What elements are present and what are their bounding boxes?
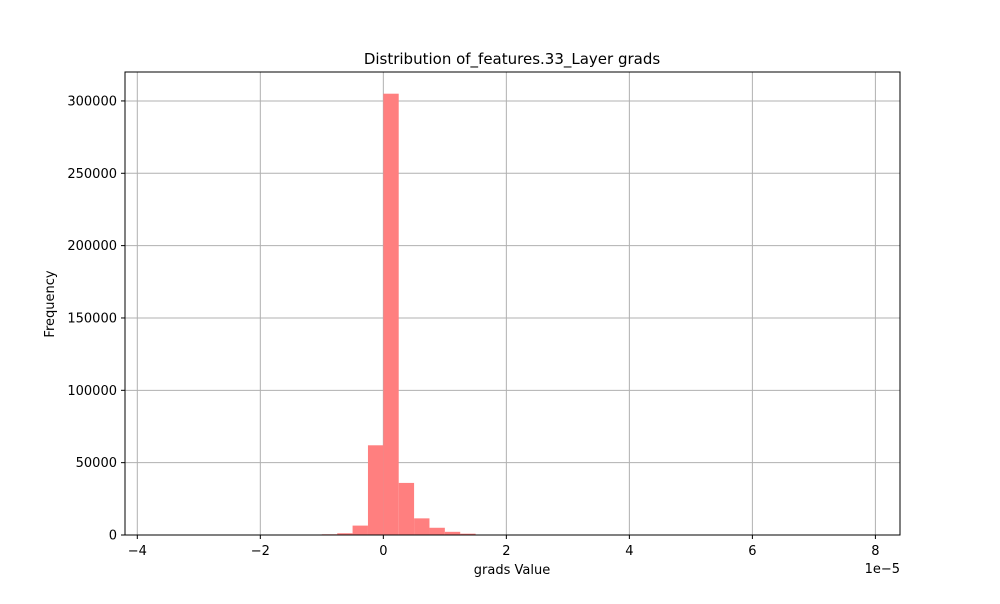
x-axis-offset-label: 1e−5 [865,562,900,577]
histogram-bar [353,526,368,535]
chart-title: Distribution of_features.33_Layer grads [364,50,661,69]
plot-frame [125,72,900,535]
y-tick-label: 300000 [67,94,117,109]
y-axis-label: Frequency [43,270,58,337]
histogram-bar [414,518,429,535]
x-tick-label: 6 [748,544,756,559]
x-tick-label: −2 [251,544,270,559]
x-axis-label: grads Value [474,563,550,578]
x-tick-label: 0 [379,544,387,559]
y-tick-label: 100000 [67,384,117,399]
histogram-bar [399,483,414,535]
y-tick-label: 0 [109,529,117,544]
histogram-bar [429,528,444,535]
y-tick-label: 250000 [67,167,117,182]
x-tick-label: 2 [502,544,510,559]
y-axis-ticks: 0 50000 100000 150000 200000 250000 300000 [67,94,125,543]
histogram-bar [383,94,398,535]
bars-layer [322,94,491,535]
x-axis-ticks: −4 −2 0 2 4 6 8 [128,535,880,559]
y-tick-label: 200000 [67,239,117,254]
x-tick-label: 8 [871,544,879,559]
histogram-bar [368,445,383,535]
y-tick-label: 50000 [76,456,117,471]
x-tick-label: −4 [128,544,147,559]
grid-layer [125,72,900,535]
y-tick-label: 150000 [67,311,117,326]
x-tick-label: 4 [625,544,633,559]
